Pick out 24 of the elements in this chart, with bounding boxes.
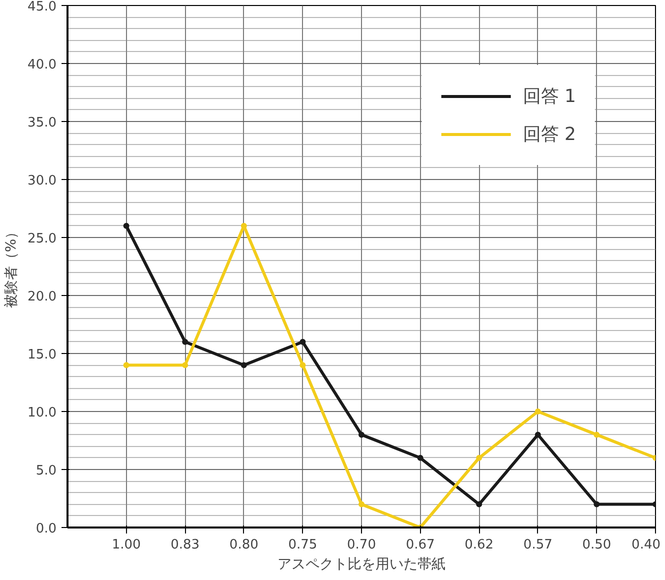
x-tick-label: 1.00: [112, 538, 141, 552]
y-tick-label: 45.0: [28, 0, 57, 14]
x-axis-title: アスペクト比を用いた帯紙: [278, 556, 446, 572]
y-axis-title: 被験者（%）: [4, 224, 20, 308]
legend-label: 回答 2: [522, 123, 576, 146]
y-tick-label: 10.0: [28, 406, 57, 420]
y-tick-label: 40.0: [28, 58, 57, 72]
x-tick-label: 0.62: [464, 538, 494, 552]
y-tick-label: 30.0: [28, 174, 57, 188]
x-tick-label: 0.70: [347, 538, 376, 552]
x-tick-label: 0.57: [523, 538, 552, 552]
y-tick-label: 35.0: [28, 116, 57, 130]
x-tick-label: 0.83: [170, 538, 200, 552]
y-tick-label: 20.0: [28, 290, 57, 304]
y-tick-label: 25.0: [28, 232, 57, 246]
x-tick-label: 0.40: [632, 538, 661, 552]
x-tick-label: 0.75: [288, 538, 318, 552]
x-tick-label: 0.80: [229, 538, 258, 552]
y-tick-label: 0.0: [36, 522, 57, 536]
legend-label: 回答 1: [522, 85, 576, 108]
y-tick-label: 5.0: [36, 464, 57, 478]
y-tick-label: 15.0: [28, 348, 57, 362]
x-tick-label: 0.67: [406, 538, 435, 552]
x-tick-label: 0.50: [582, 538, 612, 552]
